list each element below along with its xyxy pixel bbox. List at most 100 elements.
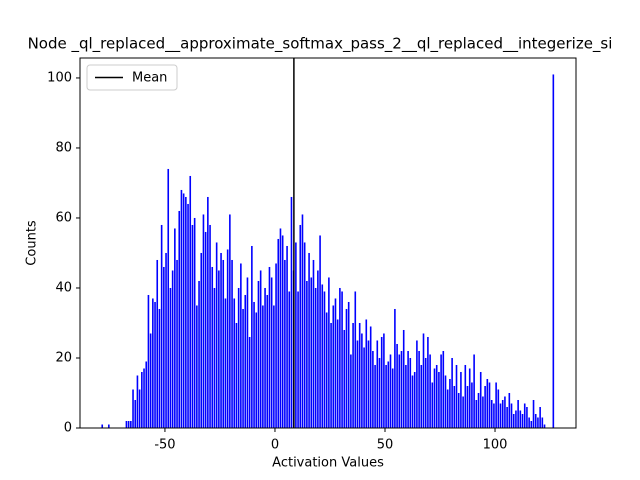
x-tick-label: 100 — [483, 438, 508, 453]
bar — [176, 259, 178, 428]
bar — [211, 266, 214, 428]
bar — [519, 410, 522, 428]
bar — [101, 424, 104, 428]
bar — [490, 399, 493, 428]
y-tick-label: 20 — [55, 350, 72, 365]
bar — [224, 298, 227, 428]
bar — [508, 392, 511, 428]
x-tick-label: 0 — [271, 438, 279, 453]
bar — [332, 305, 335, 428]
bar — [462, 396, 464, 428]
bar — [363, 347, 365, 428]
bar — [372, 350, 374, 428]
bar — [471, 382, 473, 428]
bar — [277, 238, 280, 428]
bar — [526, 406, 528, 428]
bar — [281, 235, 284, 428]
bar — [486, 378, 489, 428]
bar — [424, 357, 427, 428]
bar — [466, 385, 469, 428]
bar — [204, 231, 207, 428]
bar — [251, 245, 253, 428]
bar — [288, 291, 291, 428]
bar — [539, 406, 541, 428]
bar — [446, 389, 449, 428]
bar — [389, 354, 392, 428]
bar — [132, 389, 134, 428]
bar — [376, 340, 379, 428]
bar — [310, 277, 313, 428]
bar — [171, 270, 174, 428]
bar — [504, 396, 506, 428]
bar — [356, 340, 359, 428]
bar — [220, 252, 222, 428]
bar — [270, 277, 273, 428]
bar — [361, 333, 363, 428]
bar — [457, 392, 460, 428]
bar — [262, 305, 264, 428]
bar — [279, 228, 282, 428]
bar — [319, 235, 321, 428]
bar — [477, 392, 480, 428]
bar — [528, 417, 530, 428]
bar — [405, 364, 407, 428]
bar — [317, 270, 319, 428]
chart-title: Node _ql_replaced__approximate_softmax_p… — [28, 35, 613, 54]
bar — [499, 403, 502, 428]
bar — [191, 224, 194, 428]
bar — [438, 371, 440, 428]
bar — [286, 245, 288, 428]
bar — [240, 263, 242, 428]
bar — [237, 287, 240, 428]
bar — [154, 301, 156, 428]
bar — [163, 266, 165, 428]
y-tick-label: 60 — [55, 210, 72, 225]
bar — [475, 399, 478, 428]
bar — [169, 287, 172, 428]
bar — [341, 291, 343, 428]
bar — [455, 364, 458, 428]
bar — [552, 74, 555, 429]
bar — [328, 277, 330, 428]
bar — [345, 308, 348, 428]
bar — [413, 371, 416, 428]
bar — [149, 333, 152, 428]
bar — [407, 350, 409, 428]
bar — [420, 364, 423, 428]
bar — [213, 287, 216, 428]
bar — [396, 343, 398, 428]
bar — [264, 287, 266, 428]
bar — [411, 375, 414, 428]
bar — [506, 406, 508, 428]
bar — [400, 350, 403, 428]
bar — [295, 242, 297, 428]
bar — [347, 301, 350, 428]
bar — [435, 364, 438, 428]
y-tick-label: 80 — [55, 140, 72, 155]
bar — [374, 364, 376, 428]
bar — [138, 389, 141, 428]
bar — [394, 308, 396, 428]
bar — [442, 350, 445, 428]
bar — [453, 385, 456, 428]
bar — [156, 259, 159, 428]
bar — [484, 385, 486, 428]
bar — [297, 291, 299, 428]
bar — [231, 259, 233, 428]
bar — [378, 357, 381, 428]
bar — [244, 294, 247, 428]
bar — [284, 259, 286, 428]
bar — [497, 389, 500, 428]
bar — [125, 420, 128, 428]
bar — [130, 420, 132, 428]
bar — [174, 228, 176, 428]
y-tick-label: 100 — [47, 70, 72, 85]
bar — [200, 252, 203, 428]
bar — [464, 364, 467, 428]
bar — [323, 291, 326, 428]
bar — [402, 329, 405, 428]
bar — [383, 333, 385, 428]
bar — [248, 336, 251, 428]
bar — [218, 270, 220, 428]
bar — [416, 340, 418, 428]
